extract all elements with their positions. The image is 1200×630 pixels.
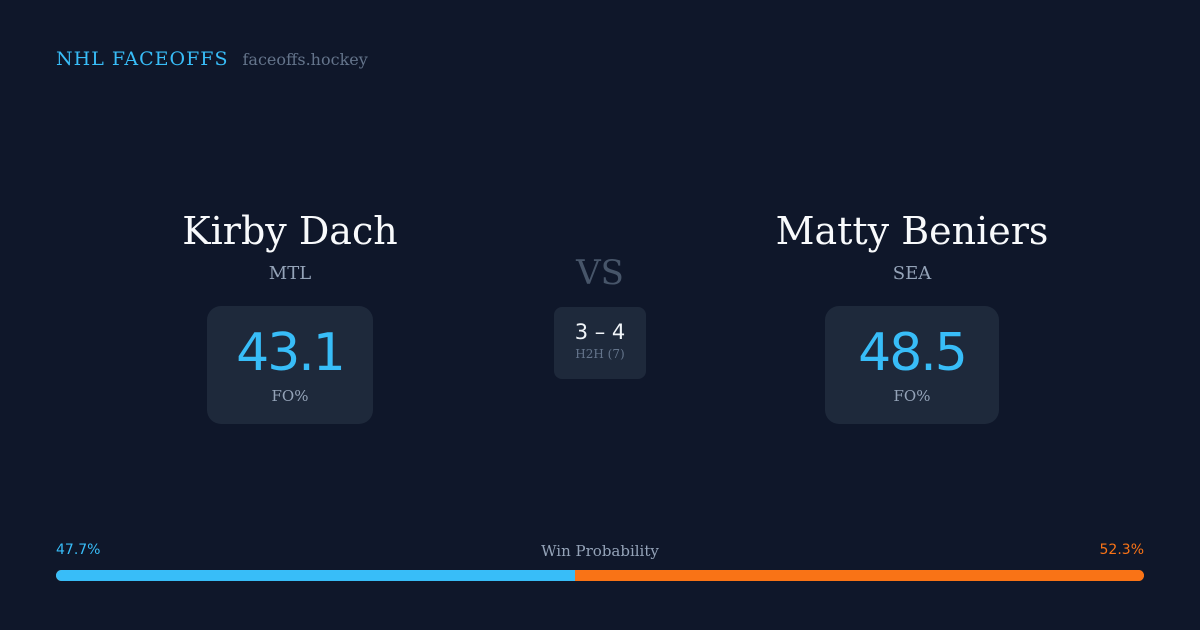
stat-label-left: FO% — [271, 387, 309, 405]
player-card-left: Kirby Dach MTL 43.1 FO% — [80, 206, 500, 424]
faceoff-percentage-right: 48.5 — [858, 323, 968, 383]
player-team-right: SEA — [892, 263, 932, 284]
win-probability-left-label: 47.7% — [56, 542, 101, 558]
versus-label: VS — [576, 253, 624, 293]
brand-header: NHL FACEOFFS faceoffs.hockey — [56, 48, 368, 70]
player-team-left: MTL — [268, 263, 312, 284]
stat-box-left: 43.1 FO% — [207, 306, 373, 424]
head-to-head-label: H2H (7) — [575, 347, 625, 361]
brand-name: NHL FACEOFFS — [56, 48, 229, 70]
head-to-head-score: 3 – 4 — [574, 320, 626, 344]
head-to-head-box: 3 – 4 H2H (7) — [554, 307, 646, 379]
brand-domain: faceoffs.hockey — [242, 50, 368, 69]
win-probability-right-label: 52.3% — [1099, 542, 1144, 558]
win-probability-bar-left — [56, 570, 575, 581]
win-probability-labels: 47.7% Win Probability 52.3% — [56, 542, 1144, 562]
player-card-right: Matty Beniers SEA 48.5 FO% — [702, 206, 1122, 424]
faceoff-percentage-left: 43.1 — [236, 323, 346, 383]
stat-box-right: 48.5 FO% — [825, 306, 999, 424]
player-name-right: Matty Beniers — [775, 209, 1049, 253]
win-probability-bar-right — [574, 570, 1144, 581]
stat-label-right: FO% — [893, 387, 931, 405]
win-probability-title: Win Probability — [541, 542, 659, 560]
win-probability-bar — [56, 570, 1144, 581]
player-name-left: Kirby Dach — [182, 209, 398, 253]
